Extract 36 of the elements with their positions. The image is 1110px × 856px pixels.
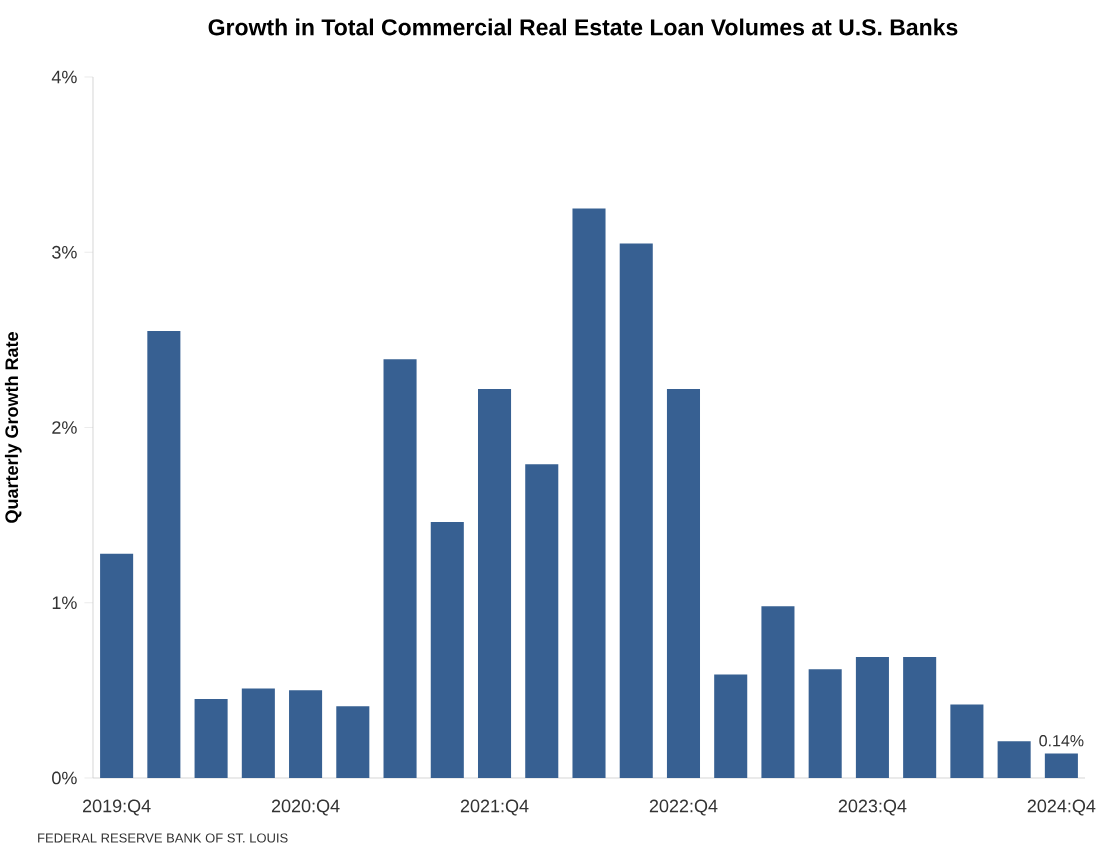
- x-tick-label: 2023:Q4: [838, 799, 907, 816]
- y-axis-title: Quarterly Growth Rate: [4, 332, 22, 523]
- bar: [383, 359, 417, 778]
- bar: [950, 704, 984, 778]
- bar: [525, 464, 559, 778]
- bar: [289, 690, 323, 778]
- data-label: 0.14%: [1039, 735, 1084, 747]
- y-tick-label: 0%: [52, 771, 77, 785]
- text: FEDERAL RESERVE BANK OF ST. LOUIS: [38, 833, 288, 843]
- bar: [477, 388, 512, 778]
- chart-title: Growth in Total Commercial Real Estate Loan Volumes at U.S. Banks: [208, 18, 958, 36]
- bar: [100, 553, 134, 778]
- bar: [808, 669, 842, 778]
- bar: [666, 388, 701, 778]
- bar: [194, 699, 228, 778]
- bar: [430, 522, 464, 778]
- bar: [147, 331, 181, 778]
- y-tick-label: 1%: [52, 596, 77, 610]
- bar: [761, 606, 795, 778]
- x-tick-label: 2022:Q4: [649, 799, 718, 816]
- x-tick-label: 2020:Q4: [271, 799, 340, 816]
- x-tick-label: 2021:Q4: [460, 799, 529, 816]
- bar: [903, 657, 937, 778]
- bar: [855, 657, 889, 778]
- y-tick-label: 4%: [51, 70, 77, 84]
- bar: [997, 741, 1031, 778]
- y-tick-label: 2%: [52, 421, 77, 434]
- bar: [572, 208, 606, 778]
- bar: [619, 243, 653, 778]
- x-tick-label: 2019:Q4: [83, 799, 151, 816]
- x-tick-label: 2024:Q4: [1027, 799, 1096, 816]
- y-tick-label: 3%: [52, 245, 77, 259]
- bar: [1044, 753, 1078, 778]
- bar: [714, 674, 748, 778]
- bar: [241, 688, 275, 778]
- bar: [336, 706, 370, 778]
